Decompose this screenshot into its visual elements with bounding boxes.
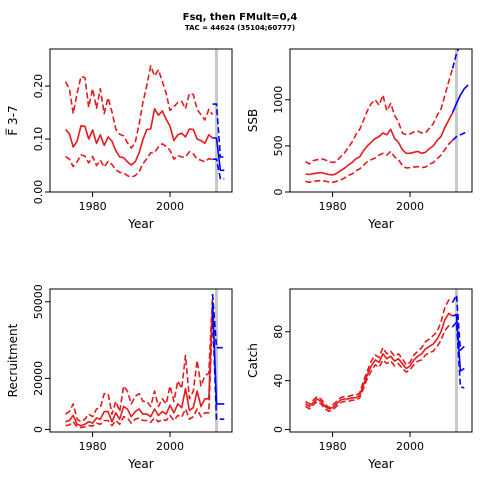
fbar-y-tick-label: 0.00 [32, 180, 45, 205]
recruitment-line-lower [65, 314, 214, 429]
catch-line-median [305, 312, 454, 410]
recruitment-y-axis-label: Recruitment [6, 323, 20, 397]
fbar-line-projection [212, 137, 225, 172]
recruitment-y-tick-label: 0 [32, 426, 45, 433]
recruitment-line-median [65, 301, 214, 427]
catch-line-projection-lower [451, 321, 465, 389]
figure-title: Fsq, then FMult=0,4 [183, 12, 298, 23]
recruitment-series-group [65, 294, 225, 429]
catch-x-axis-label: Year [367, 457, 393, 471]
catch-y-tick-label: 0 [272, 426, 285, 433]
catch-plot-frame [289, 288, 473, 433]
ssb-x-tick-label: 2000 [396, 200, 424, 213]
recruitment-plot-frame [49, 288, 233, 433]
fbar-line-lower [65, 143, 213, 178]
ssb-series-group [305, 49, 469, 184]
recruitment-y-tick-label: 20000 [32, 361, 45, 396]
recruitment-y-tick-label: 50000 [32, 284, 45, 319]
fbar-y-tick-label: 0.20 [32, 74, 45, 99]
catch-y-tick-label: 40 [272, 374, 285, 388]
ssb-y-tick-label: 500 [272, 135, 285, 156]
ssb-line-projection-lower [452, 130, 469, 141]
figure-subtitle: TAC = 44624 (35104;60777) [185, 24, 295, 32]
ssb-plot-frame [289, 48, 473, 193]
catch-x-tick-label: 1980 [319, 440, 347, 453]
fbar-x-tick-label: 2000 [156, 200, 184, 213]
fbar-y-tick-label: 0.10 [32, 127, 45, 152]
recruitment-line-projection-upper [211, 294, 225, 349]
catch-y-tick-label: 80 [272, 325, 285, 339]
fbar-x-axis-label: Year [127, 217, 153, 231]
ssb-line-projection-upper [451, 49, 460, 69]
ssb-line-upper [305, 68, 454, 165]
recruitment-x-axis-label: Year [127, 457, 153, 471]
recruitment-x-tick-label: 2000 [156, 440, 184, 453]
recruitment-line-projection-lower [211, 314, 225, 421]
fbar-plot-frame [49, 48, 233, 193]
ssb-line-lower [305, 139, 454, 184]
ssb-y-tick-label: 1000 [272, 86, 285, 114]
ssb-line-median [305, 112, 454, 176]
fbar-y-axis-label: F̅ 3-7 [5, 105, 20, 135]
recruitment-x-tick-label: 1980 [79, 440, 107, 453]
catch-series-group [305, 294, 465, 413]
catch-line-projection-upper [451, 294, 465, 351]
fbar-x-tick-label: 1980 [79, 200, 107, 213]
catch-x-tick-label: 2000 [396, 440, 424, 453]
ssb-x-axis-label: Year [367, 217, 393, 231]
ssb-line-projection [451, 84, 469, 114]
fbar-line-projection-upper [212, 103, 225, 158]
ssb-y-axis-label: SSB [246, 109, 260, 132]
fbar-line-median [64, 108, 214, 166]
catch-y-axis-label: Catch [246, 343, 260, 378]
recruitment-line-upper [65, 294, 214, 423]
fbar-series-group [64, 65, 225, 180]
ssb-y-tick-label: 0 [272, 189, 285, 196]
fbar-line-projection-lower [212, 158, 225, 180]
catch-line-upper [305, 299, 454, 409]
catch-line-lower [305, 324, 453, 413]
ssb-x-tick-label: 1980 [319, 200, 347, 213]
fbar-line-upper [64, 65, 214, 149]
